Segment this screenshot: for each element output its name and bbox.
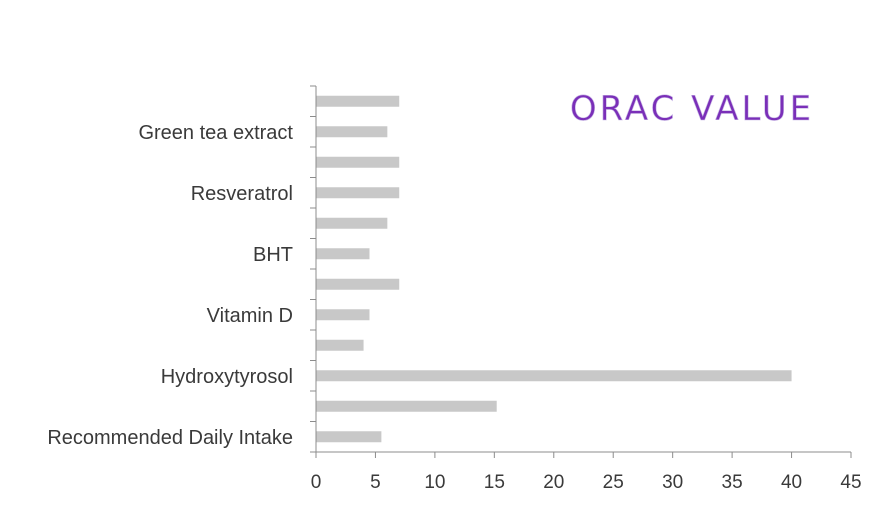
bar-5: [316, 248, 370, 260]
chart-title: ORAC VALUE: [570, 89, 814, 129]
bar-4: [316, 217, 388, 229]
x-tick-label-5: 25: [603, 472, 624, 493]
bar-6: [316, 278, 400, 290]
x-tick-label-1: 5: [370, 472, 381, 493]
bar-1: [316, 126, 388, 138]
bar-10: [316, 400, 497, 412]
bar-0: [316, 95, 400, 107]
bar-9: [316, 370, 792, 382]
category-label-3: Resveratrol: [191, 183, 293, 205]
x-tick-label-6: 30: [662, 472, 683, 493]
x-tick-label-9: 45: [840, 472, 861, 493]
bar-2: [316, 156, 400, 168]
x-tick-label-4: 20: [543, 472, 564, 493]
category-label-5: BHT: [253, 244, 293, 266]
category-label-11: Recommended Daily Intake: [47, 427, 293, 449]
x-tick-label-0: 0: [311, 472, 322, 493]
x-tick-label-2: 10: [424, 472, 445, 493]
x-tick-label-3: 15: [484, 472, 505, 493]
x-tick-label-8: 40: [781, 472, 802, 493]
category-label-1: Green tea extract: [138, 122, 293, 144]
category-label-9: Hydroxytyrosol: [161, 366, 293, 388]
category-label-7: Vitamin D: [207, 305, 293, 327]
bar-11: [316, 431, 382, 443]
bar-3: [316, 187, 400, 199]
bar-8: [316, 339, 364, 351]
bar-7: [316, 309, 370, 321]
x-tick-label-7: 35: [722, 472, 743, 493]
